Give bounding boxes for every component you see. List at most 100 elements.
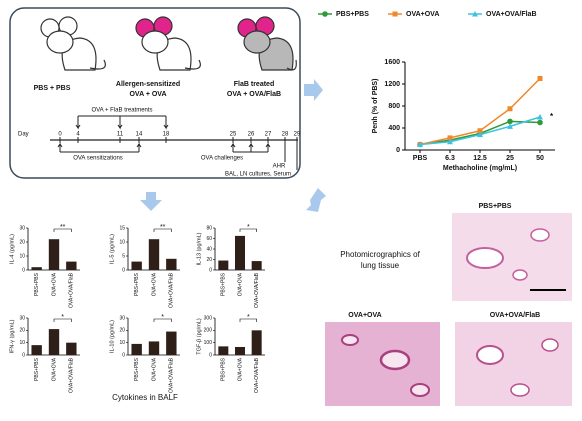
y-tick-label: 0 bbox=[22, 352, 25, 358]
y-tick-label: 40 bbox=[206, 246, 212, 252]
significance-bracket bbox=[239, 228, 257, 232]
day-value: 27 bbox=[265, 132, 272, 138]
y-tick-label: 10 bbox=[19, 340, 25, 346]
marker bbox=[537, 119, 543, 126]
significance-bracket bbox=[53, 228, 72, 232]
micrograph-label: OVA+OVA/FlaB bbox=[490, 312, 541, 319]
marker bbox=[472, 11, 478, 17]
significance-bracket bbox=[239, 318, 257, 322]
day-value: 29 bbox=[294, 132, 301, 138]
marker bbox=[507, 106, 513, 112]
treatment-arrow bbox=[75, 116, 81, 130]
mouse-gray bbox=[237, 16, 297, 71]
micrograph-pbs bbox=[452, 213, 572, 301]
mouse-pink bbox=[135, 16, 201, 71]
significance-bracket bbox=[53, 318, 72, 322]
x-tick-label: OVA+OVA/FlaB bbox=[169, 357, 175, 393]
y-tick-label: 20 bbox=[119, 328, 125, 334]
day-value: 11 bbox=[117, 132, 124, 138]
y-tick-label: 1600 bbox=[384, 59, 400, 66]
marker bbox=[507, 118, 513, 125]
sensitization-arrow bbox=[57, 142, 63, 152]
cytokines-caption: Cytokines in BALF bbox=[112, 393, 178, 402]
y-tick-label: 0 bbox=[396, 147, 400, 154]
day-value: 25 bbox=[230, 132, 237, 138]
group-label: PBS + PBS bbox=[34, 85, 71, 92]
x-tick-label: 50 bbox=[536, 155, 544, 162]
bar bbox=[48, 239, 60, 270]
bar bbox=[235, 235, 245, 270]
x-tick-label: 25 bbox=[506, 155, 514, 162]
y-tick-label: 100 bbox=[204, 340, 213, 346]
x-tick-label: PBS bbox=[413, 155, 428, 162]
sensitization-arrow bbox=[136, 142, 142, 152]
y-tick-label: 0 bbox=[22, 267, 25, 273]
sensitizations-label: OVA sensitizations bbox=[73, 156, 123, 162]
y-tick-label: 400 bbox=[388, 125, 400, 132]
y-tick-label: 5 bbox=[122, 253, 125, 259]
x-tick-label: PBS+PBS bbox=[221, 272, 227, 296]
day-label: Day bbox=[18, 132, 29, 138]
y-axis-label: TGF-β (pg/mL) bbox=[196, 318, 202, 355]
x-tick-label: PBS+PBS bbox=[134, 272, 140, 296]
y-tick-label: 10 bbox=[119, 340, 125, 346]
bar bbox=[131, 261, 142, 270]
bar bbox=[251, 330, 262, 355]
micrograph-label: OVA+OVA bbox=[348, 312, 381, 319]
marker bbox=[322, 11, 328, 17]
x-axis-label: Methacholine (mg/mL) bbox=[443, 165, 517, 172]
group-label: Allergen-sensitized bbox=[116, 81, 180, 88]
marker bbox=[477, 131, 483, 138]
y-axis-label: IL-4 (pg/mL) bbox=[9, 234, 15, 264]
group-sublabel: OVA + OVA bbox=[129, 91, 166, 98]
marker bbox=[392, 11, 398, 17]
x-tick-label: OVA+OVA bbox=[237, 357, 243, 381]
significance-label: * bbox=[161, 314, 164, 321]
bar bbox=[31, 345, 42, 355]
micrograph-ova bbox=[325, 322, 440, 406]
y-tick-label: 10 bbox=[19, 253, 25, 259]
x-tick-label: 12.5 bbox=[473, 155, 487, 162]
arrow-right bbox=[304, 79, 323, 101]
y-tick-label: 800 bbox=[388, 103, 400, 110]
challenge-arrow bbox=[230, 142, 236, 152]
challenges-label: OVA challenges bbox=[201, 156, 243, 162]
day-value: 0 bbox=[58, 132, 62, 138]
bar bbox=[66, 342, 77, 355]
significance-label: ** bbox=[60, 224, 66, 231]
bar bbox=[166, 331, 177, 355]
significance-label: * bbox=[247, 224, 250, 231]
marker bbox=[537, 114, 543, 120]
x-tick-label: OVA+OVA bbox=[237, 272, 243, 296]
treatment-arrow bbox=[163, 116, 169, 130]
ahr-label: AHR bbox=[273, 164, 286, 170]
bar bbox=[251, 261, 262, 270]
micrograph-caption: lung tissue bbox=[361, 261, 400, 270]
significance-label: * bbox=[61, 314, 64, 321]
challenge-arrow bbox=[265, 142, 271, 152]
bar bbox=[131, 343, 142, 355]
challenge-arrow bbox=[248, 142, 254, 152]
x-tick-label: OVA+OVA/FlaB bbox=[69, 272, 75, 308]
y-tick-label: 30 bbox=[19, 315, 25, 321]
day-value: 26 bbox=[248, 132, 255, 138]
y-tick-label: 10 bbox=[119, 239, 125, 245]
y-axis-label: IL-10 (pg/mL) bbox=[109, 320, 115, 353]
bar bbox=[31, 267, 42, 270]
y-tick-label: 200 bbox=[204, 328, 213, 334]
x-tick-label: OVA+OVA/FlaB bbox=[169, 272, 175, 308]
y-tick-label: 0 bbox=[209, 267, 212, 273]
legend-label: OVA+OVA bbox=[406, 11, 439, 18]
bar bbox=[235, 346, 245, 355]
y-tick-label: 0 bbox=[122, 267, 125, 273]
arrow-down-left bbox=[306, 188, 326, 212]
y-tick-label: 20 bbox=[19, 328, 25, 334]
y-tick-label: 20 bbox=[206, 257, 212, 263]
marker bbox=[477, 128, 483, 134]
y-tick-label: 20 bbox=[19, 239, 25, 245]
y-tick-label: 15 bbox=[119, 225, 125, 231]
day-value: 28 bbox=[282, 132, 289, 138]
x-tick-label: PBS+PBS bbox=[134, 357, 140, 381]
legend-label: OVA+OVA/FlaB bbox=[486, 11, 537, 18]
